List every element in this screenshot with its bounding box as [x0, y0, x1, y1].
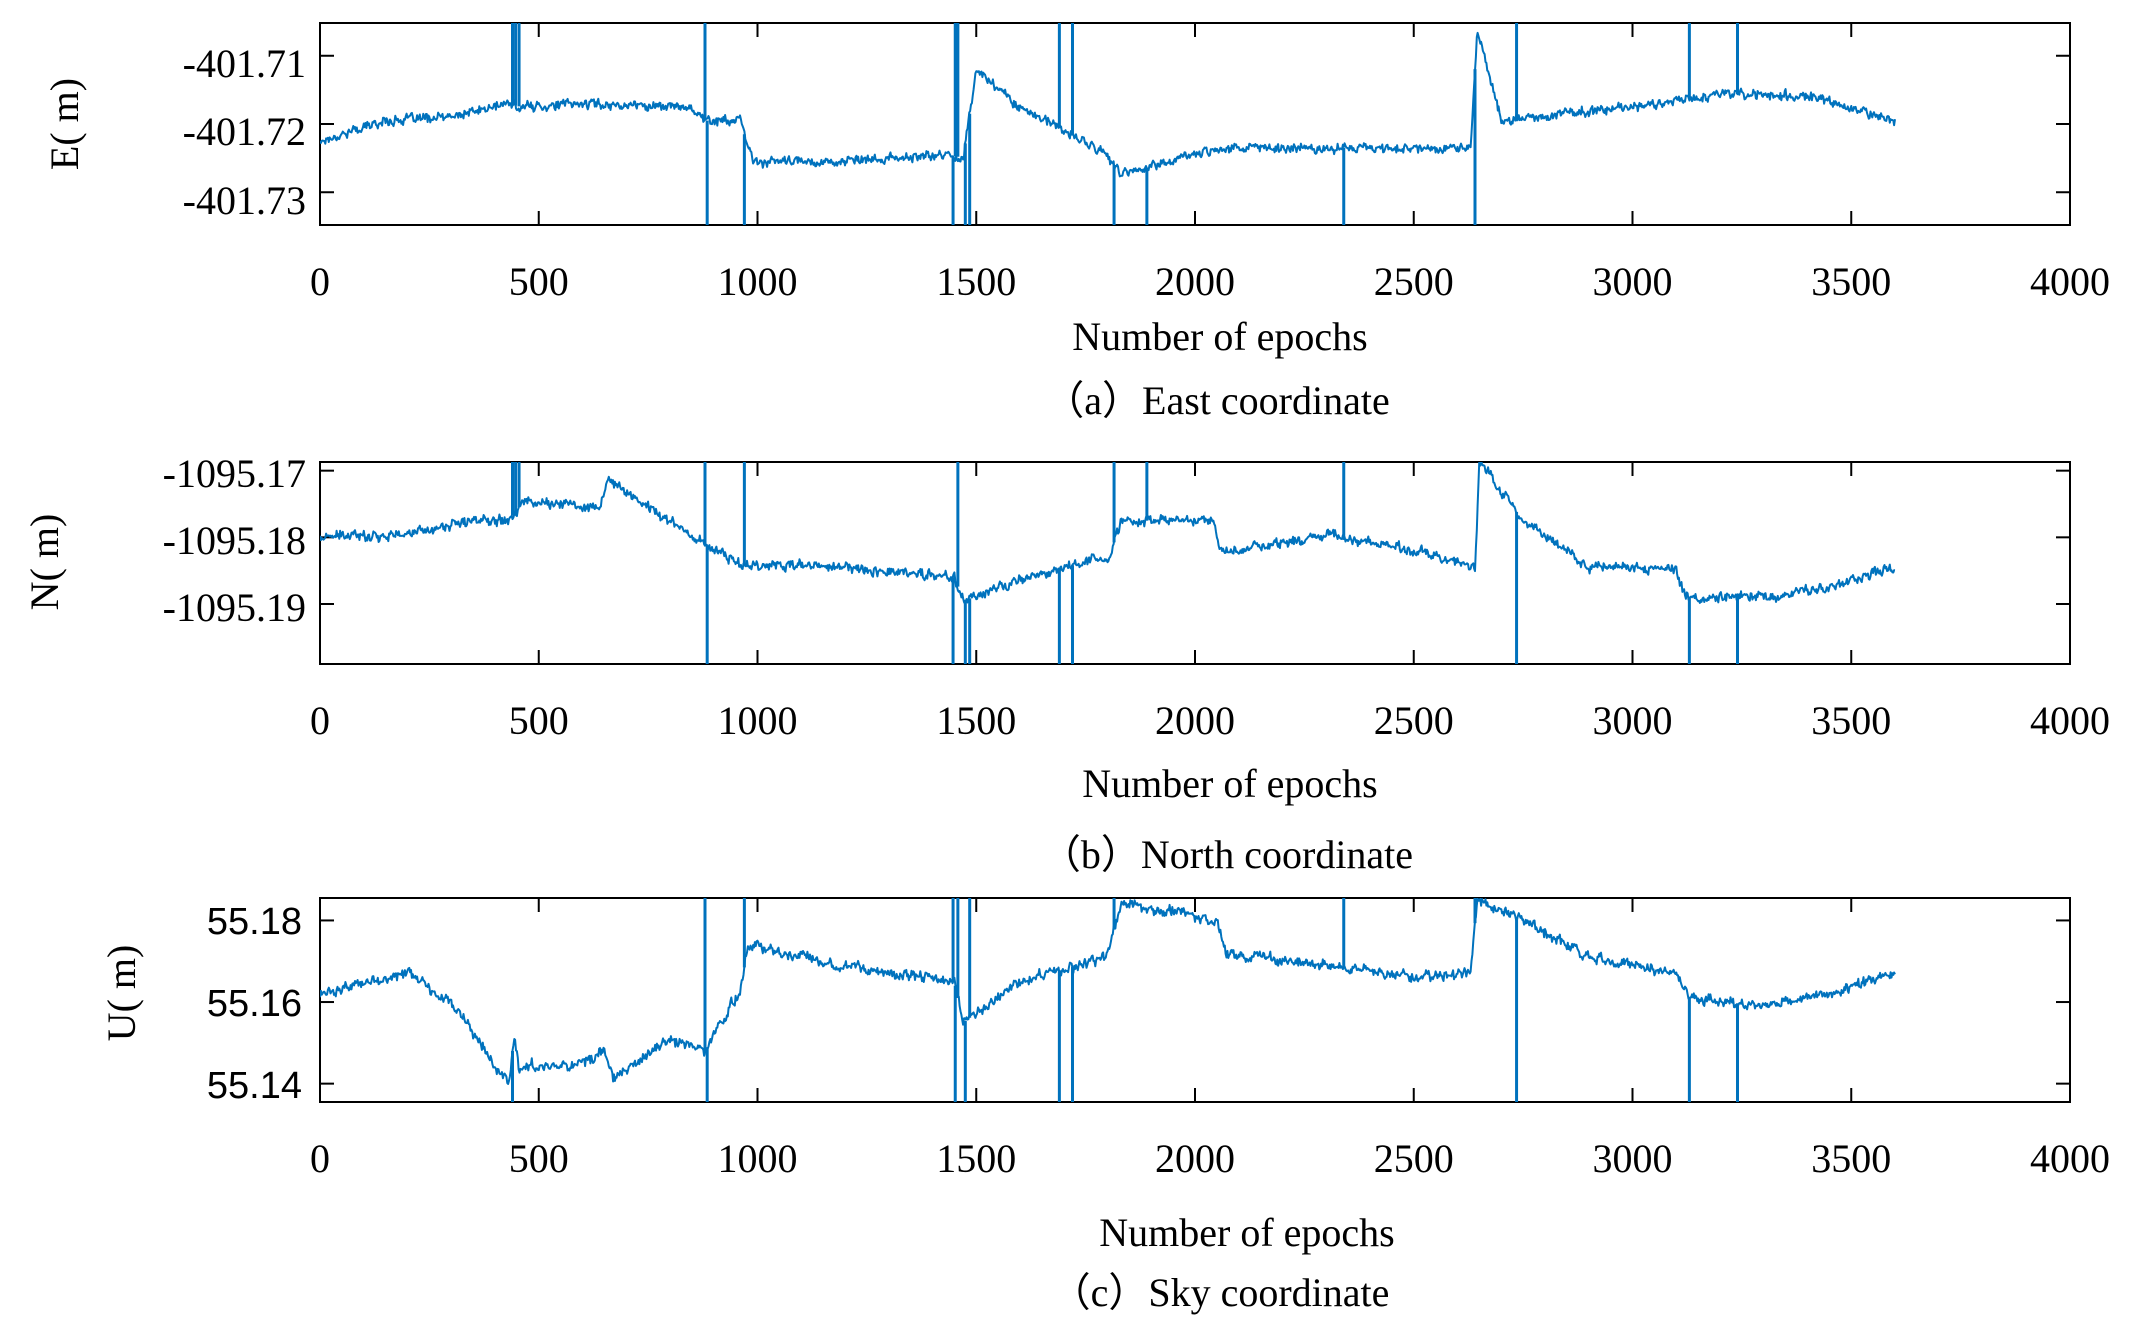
x-tick-label: 1000: [718, 1136, 798, 1181]
y-tick-labels-c: 55.18 55.16 55.14: [207, 901, 302, 1107]
x-tick-label: 3500: [1811, 698, 1891, 743]
y-tick-label: -1095.18: [163, 518, 306, 563]
x-tick-label: 1500: [936, 259, 1016, 304]
x-axis-title-c: Number of epochs: [1099, 1210, 1394, 1255]
x-tick-label: 4000: [2030, 1136, 2110, 1181]
u-series-line: [320, 898, 1896, 1085]
u-spikes: [511, 898, 1739, 1102]
y-tick-label: -1095.17: [163, 451, 306, 496]
x-tick-label: 2000: [1155, 698, 1235, 743]
x-tick-label: 2500: [1374, 1136, 1454, 1181]
y-tick-label: 55.18: [207, 901, 302, 943]
e-series-line: [320, 31, 1896, 178]
y-tick-label: 55.16: [207, 983, 302, 1025]
e-spikes: [511, 23, 1739, 225]
x-tick-label: 500: [509, 1136, 569, 1181]
y-axis-title-b: N( m): [22, 514, 67, 611]
x-tick-label: 0: [310, 698, 330, 743]
n-spikes: [511, 462, 1739, 664]
x-tick-label: 2500: [1374, 259, 1454, 304]
tick-marks-b: [319, 462, 2071, 664]
x-tick-label: 1500: [936, 698, 1016, 743]
x-tick-label: 1000: [718, 698, 798, 743]
x-tick-label: 3500: [1811, 1136, 1891, 1181]
x-tick-label: 2000: [1155, 259, 1235, 304]
y-tick-labels-b: -1095.17 -1095.18 -1095.19: [163, 451, 306, 630]
x-tick-label: 0: [310, 259, 330, 304]
plot-area-a: [319, 22, 2071, 226]
y-tick-label: -401.73: [183, 178, 306, 223]
x-tick-label: 2000: [1155, 1136, 1235, 1181]
x-tick-label: 500: [509, 698, 569, 743]
x-axis-title-b: Number of epochs: [1082, 761, 1377, 806]
x-tick-label: 3000: [1593, 259, 1673, 304]
y-tick-label: -1095.19: [163, 585, 306, 630]
x-tick-label: 4000: [2030, 259, 2110, 304]
tick-marks-a: [319, 23, 2071, 225]
x-tick-label: 3000: [1593, 698, 1673, 743]
x-tick-label: 3000: [1593, 1136, 1673, 1181]
caption-a: （a）East coordinate: [1044, 378, 1389, 423]
n-series-line: [320, 462, 1896, 605]
panel-b: 0 500 1000 1500 2000 2500 3000 3500 4000…: [22, 451, 2110, 877]
x-tick-label: 3500: [1811, 259, 1891, 304]
x-tick-label: 1500: [936, 1136, 1016, 1181]
tick-marks-c: [319, 898, 2071, 1102]
panel-a: 0 500 1000 1500 2000 2500 3000 3500 4000…: [42, 22, 2110, 423]
x-tick-labels-a: 0 500 1000 1500 2000 2500 3000 3500 4000: [310, 259, 2110, 304]
y-axis-title-c: U( m): [99, 945, 144, 1042]
x-tick-labels-b: 0 500 1000 1500 2000 2500 3000 3500 4000: [310, 698, 2110, 743]
x-axis-title-a: Number of epochs: [1072, 314, 1367, 359]
plot-area-c: [319, 897, 2071, 1103]
y-axis-title-a: E( m): [42, 78, 87, 170]
x-tick-label: 1000: [718, 259, 798, 304]
panel-c: 0 500 1000 1500 2000 2500 3000 3500 4000…: [99, 897, 2110, 1315]
x-tick-labels-c: 0 500 1000 1500 2000 2500 3000 3500 4000: [310, 1136, 2110, 1181]
y-tick-label: 55.14: [207, 1065, 302, 1107]
y-tick-label: -401.71: [183, 41, 306, 86]
x-tick-label: 4000: [2030, 698, 2110, 743]
caption-c: （c）Sky coordinate: [1051, 1270, 1390, 1315]
x-tick-label: 2500: [1374, 698, 1454, 743]
y-tick-label: -401.72: [183, 109, 306, 154]
x-tick-label: 500: [509, 259, 569, 304]
caption-b: （b）North coordinate: [1041, 832, 1413, 877]
x-tick-label: 0: [310, 1136, 330, 1181]
y-tick-labels-a: -401.71 -401.72 -401.73: [183, 41, 306, 223]
plot-area-b: [319, 461, 2071, 665]
